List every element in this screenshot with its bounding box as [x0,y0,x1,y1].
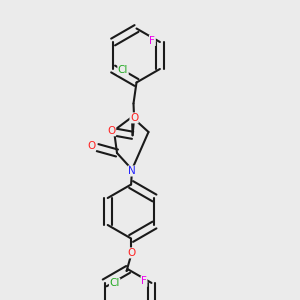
Text: F: F [141,276,147,286]
Text: Cl: Cl [118,64,128,75]
Text: O: O [130,113,138,123]
Text: F: F [149,35,155,46]
Text: Cl: Cl [110,278,120,289]
Text: N: N [128,166,136,176]
Text: O: O [107,126,116,136]
Text: O: O [127,248,135,258]
Text: O: O [87,141,96,151]
